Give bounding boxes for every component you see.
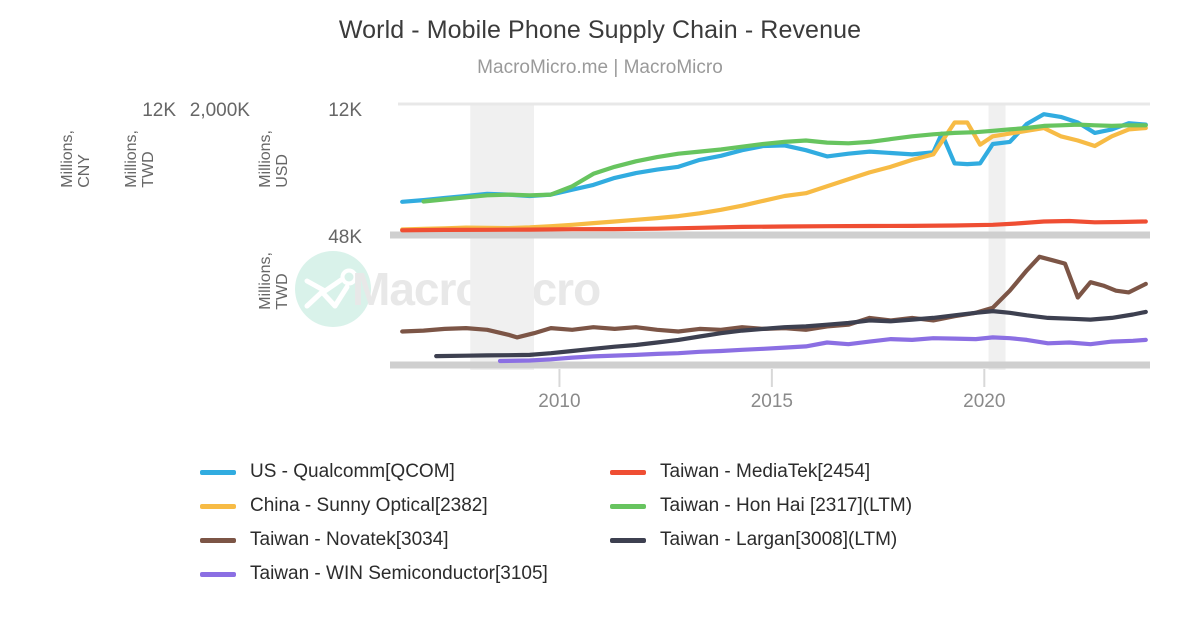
- legend-label-honhai: Taiwan - Hon Hai [2317](LTM): [660, 495, 913, 516]
- legend-swatch-largan: [610, 537, 646, 543]
- legend-item-mediatek[interactable]: Taiwan - MediaTek[2454]: [610, 455, 912, 489]
- legend-item-novatek[interactable]: Taiwan - Novatek[3034]: [200, 523, 548, 557]
- legend-swatch-honhai: [610, 503, 646, 509]
- legend-item-win[interactable]: Taiwan - WIN Semiconductor[3105]: [200, 557, 548, 591]
- chart-title: World - Mobile Phone Supply Chain - Reve…: [338, 16, 862, 44]
- y-axis-2-max-label: 2,000K: [189, 100, 250, 121]
- series-line-honhai[interactable]: [421, 122, 1148, 204]
- legend-label-sunny: China - Sunny Optical[2382]: [250, 495, 488, 516]
- legend-label-qcom: US - Qualcomm[QCOM]: [250, 461, 455, 482]
- legend-column-left: US - Qualcomm[QCOM] China - Sunny Optical…: [200, 455, 548, 591]
- series-line-largan[interactable]: [434, 309, 1148, 359]
- macromicro-logo-icon: [295, 251, 371, 327]
- series-line-mediatek[interactable]: [400, 218, 1148, 233]
- legend-swatch-qcom: [200, 469, 236, 475]
- x-tick-label-2010: 2010: [538, 391, 581, 412]
- y-axis-1-max-label: 12K: [142, 100, 176, 121]
- legend-label-largan: Taiwan - Largan[3008](LTM): [660, 529, 898, 550]
- x-tick-label-2020: 2020: [963, 391, 1006, 412]
- legend-column-right: Taiwan - MediaTek[2454] Taiwan - Hon Hai …: [610, 455, 912, 557]
- legend-label-novatek: Taiwan - Novatek[3034]: [250, 529, 449, 550]
- y-axis-3-min-label: 48K: [328, 227, 362, 248]
- legend-label-mediatek: Taiwan - MediaTek[2454]: [660, 461, 871, 482]
- legend-item-sunny[interactable]: China - Sunny Optical[2382]: [200, 489, 548, 523]
- legend-swatch-win: [200, 571, 236, 577]
- legend-swatch-novatek: [200, 537, 236, 543]
- legend-swatch-sunny: [200, 503, 236, 509]
- legend-item-largan[interactable]: Taiwan - Largan[3008](LTM): [610, 523, 912, 557]
- legend-item-honhai[interactable]: Taiwan - Hon Hai [2317](LTM): [610, 489, 912, 523]
- series-line-novatek[interactable]: [400, 254, 1148, 340]
- legend-label-win: Taiwan - WIN Semiconductor[3105]: [250, 563, 548, 584]
- x-tick-label-2015: 2015: [750, 391, 794, 412]
- series-line-win[interactable]: [497, 335, 1148, 364]
- legend-swatch-mediatek: [610, 469, 646, 475]
- chart-subtitle: MacroMicro.me | MacroMicro: [477, 57, 723, 78]
- y-axis-3-max-label: 12K: [328, 100, 362, 121]
- legend-item-qcom[interactable]: US - Qualcomm[QCOM]: [200, 455, 548, 489]
- series-line-sunny[interactable]: [400, 120, 1148, 232]
